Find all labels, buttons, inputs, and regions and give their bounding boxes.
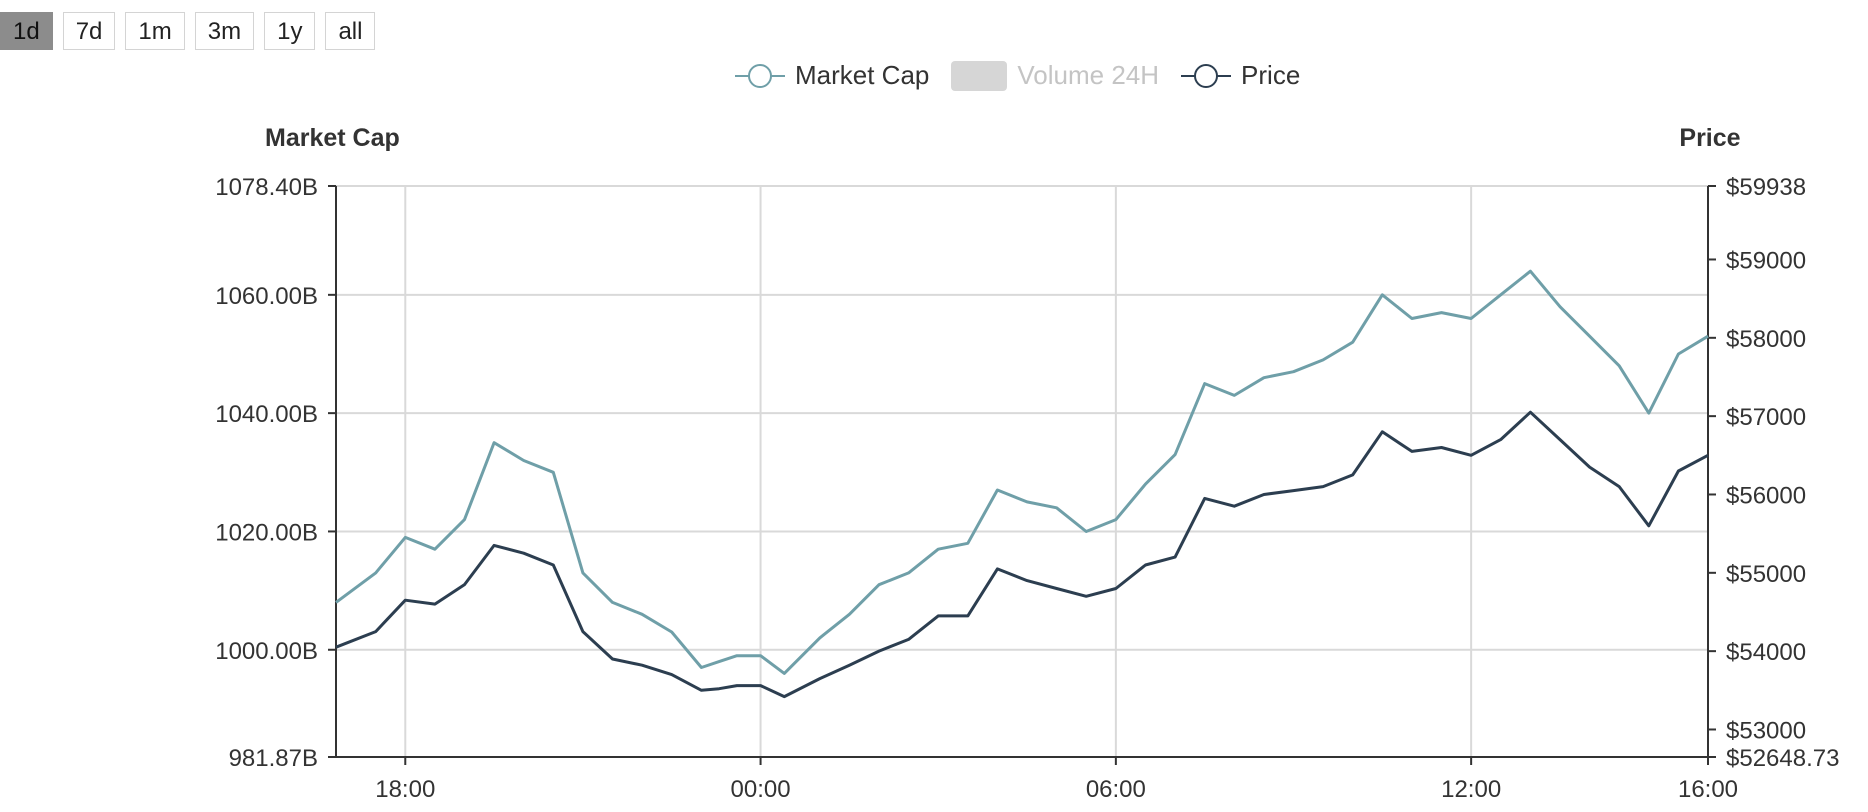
right-tick-label: $52648.73 xyxy=(1726,745,1839,772)
left-tick-label: 1040.00B xyxy=(215,401,318,428)
right-tick-label: $55000 xyxy=(1726,561,1806,588)
chart-legend: Market Cap Volume 24H Price xyxy=(735,60,1322,91)
right-axis-title: Price xyxy=(1679,124,1740,152)
range-button-1m[interactable]: 1m xyxy=(125,12,185,50)
market-cap-line xyxy=(335,269,1709,675)
left-tick-label: 981.87B xyxy=(229,745,318,772)
right-tick-label: $59938 xyxy=(1726,174,1806,201)
left-tick-label: 1000.00B xyxy=(215,638,318,665)
left-tick-label: 1060.00B xyxy=(215,283,318,310)
range-button-3m[interactable]: 3m xyxy=(194,12,255,50)
x-tick-label: 16:00 xyxy=(1678,776,1738,803)
x-tick-label: 12:00 xyxy=(1441,776,1501,803)
right-tick-label: $53000 xyxy=(1726,717,1806,744)
range-selector: 1d 7d 1m 3m 1y all xyxy=(0,12,376,50)
range-button-7d[interactable]: 7d xyxy=(62,12,116,50)
x-tick-label: 00:00 xyxy=(731,776,791,803)
x-tick-label: 06:00 xyxy=(1086,776,1146,803)
legend-label-market-cap: Market Cap xyxy=(795,60,930,90)
left-tick-label: 1020.00B xyxy=(215,519,318,546)
volume-legend-icon xyxy=(951,60,1008,91)
legend-item-volume[interactable]: Volume 24H xyxy=(951,60,1159,91)
right-tick-label: $57000 xyxy=(1726,404,1806,431)
range-button-1y[interactable]: 1y xyxy=(264,12,316,50)
legend-label-volume: Volume 24H xyxy=(1017,60,1160,90)
range-button-all[interactable]: all xyxy=(325,12,376,50)
left-tick-label: 1078.40B xyxy=(215,174,318,201)
legend-item-price[interactable]: Price xyxy=(1181,60,1300,91)
price-legend-icon xyxy=(1181,63,1232,88)
market-cap-legend-icon xyxy=(735,63,785,88)
right-tick-label: $56000 xyxy=(1726,482,1806,509)
price-line xyxy=(335,410,1709,699)
right-tick-label: $59000 xyxy=(1726,247,1806,274)
range-button-1d[interactable]: 1d xyxy=(0,12,53,50)
x-tick-label: 18:00 xyxy=(375,776,435,803)
right-tick-label: $58000 xyxy=(1726,326,1806,353)
legend-item-market-cap[interactable]: Market Cap xyxy=(735,60,929,91)
right-tick-label: $54000 xyxy=(1726,639,1806,666)
legend-label-price: Price xyxy=(1241,60,1301,90)
left-axis-title: Market Cap xyxy=(265,124,400,152)
